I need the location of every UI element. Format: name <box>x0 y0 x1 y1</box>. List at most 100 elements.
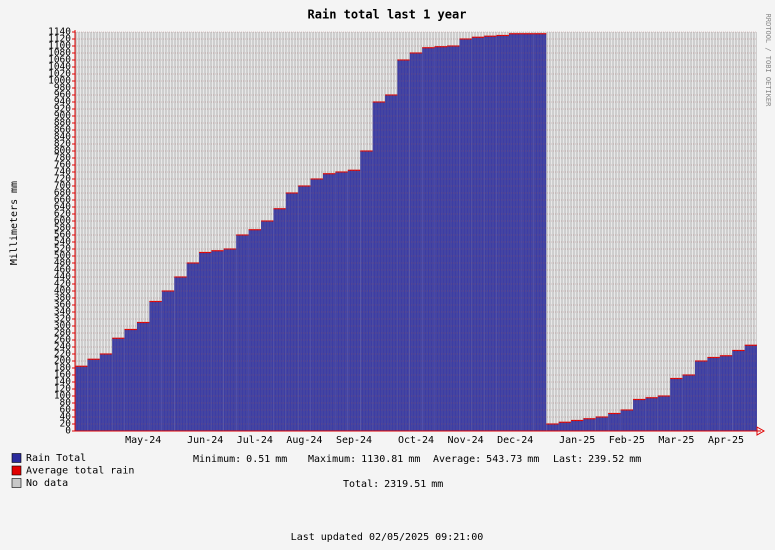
y-tick-label: 440 <box>54 272 71 283</box>
y-tick-label: 180 <box>54 363 71 374</box>
watermark: RRDTOOL / TOBI OETIKER <box>764 14 772 108</box>
y-tick-label: 220 <box>54 349 71 360</box>
legend-swatch <box>11 478 22 488</box>
stat: Last: 239.52 mm <box>553 454 641 465</box>
stat-value: 239.52 <box>588 454 624 465</box>
stat-label: Maximum: <box>308 454 356 465</box>
y-tick-label: 20 <box>60 419 72 430</box>
y-tick-label: 480 <box>54 258 71 269</box>
y-tick-label: 780 <box>54 153 71 164</box>
y-tick-label: 680 <box>54 188 71 199</box>
y-tick-label: 1040 <box>48 62 71 73</box>
y-tick-label: 600 <box>54 216 71 227</box>
legend-label: Average total rain <box>26 466 134 477</box>
y-tick-label: 1140 <box>48 27 71 38</box>
x-tick-label: Sep-24 <box>336 435 372 446</box>
stat-unit: mm <box>527 454 539 465</box>
stat-label: Average: <box>433 454 481 465</box>
y-tick-label: 840 <box>54 132 71 143</box>
stat-label: Last: <box>553 454 583 465</box>
y-tick-label: 0 <box>65 426 71 437</box>
stat-value: 0.51 <box>246 454 270 465</box>
y-tick-label: 80 <box>60 398 72 409</box>
y-tick-label: 700 <box>54 181 71 192</box>
x-tick-label: May-24 <box>125 435 161 446</box>
y-tick-label: 100 <box>54 391 71 402</box>
legend-label: No data <box>26 478 68 489</box>
y-tick-label: 860 <box>54 125 71 136</box>
stat-unit: mm <box>629 454 641 465</box>
stat: Minimum: 0.51 mm <box>193 454 287 465</box>
y-tick-label: 120 <box>54 384 71 395</box>
y-tick-label: 560 <box>54 230 71 241</box>
y-tick-label: 880 <box>54 118 71 129</box>
y-tick-label: 40 <box>60 412 72 423</box>
y-tick-label: 420 <box>54 279 71 290</box>
x-tick-label: Jan-25 <box>559 435 595 446</box>
y-tick-label: 940 <box>54 97 71 108</box>
y-axis-label: Millimeters <box>9 199 20 265</box>
stat-value: 1130.81 <box>361 454 403 465</box>
y-tick-label: 900 <box>54 111 71 122</box>
footer: Last updated 02/05/2025 09:21:00 <box>291 532 484 543</box>
total: Total: 2319.51 mm <box>343 479 443 490</box>
x-tick-label: Jul-24 <box>237 435 273 446</box>
y-tick-label: 800 <box>54 146 71 157</box>
y-tick-label: 980 <box>54 83 71 94</box>
stat: Maximum: 1130.81 mm <box>308 454 420 465</box>
x-tick-label: Nov-24 <box>448 435 484 446</box>
y-tick-label: 500 <box>54 251 71 262</box>
y-tick-label: 540 <box>54 237 71 248</box>
legend-swatch <box>11 453 22 463</box>
y-tick-label: 240 <box>54 342 71 353</box>
total-unit: mm <box>431 479 443 490</box>
y-axis-unit: mm <box>9 181 20 193</box>
chart-title: Rain total last 1 year <box>308 8 467 22</box>
y-tick-label: 580 <box>54 223 71 234</box>
y-tick-label: 340 <box>54 307 71 318</box>
total-label: Total: <box>343 479 379 490</box>
stat-unit: mm <box>275 454 287 465</box>
stat-unit: mm <box>408 454 420 465</box>
y-tick-label: 280 <box>54 328 71 339</box>
y-tick-label: 460 <box>54 265 71 276</box>
total-value: 2319.51 <box>384 479 426 490</box>
x-tick-label: Apr-25 <box>708 435 744 446</box>
y-tick-label: 1080 <box>48 48 71 59</box>
y-tick-label: 400 <box>54 286 71 297</box>
legend-label: Rain Total <box>26 453 86 464</box>
y-tick-label: 1060 <box>48 55 71 66</box>
y-tick-label: 1020 <box>48 69 71 80</box>
y-tick-label: 660 <box>54 195 71 206</box>
x-tick-label: Mar-25 <box>658 435 694 446</box>
stat: Average: 543.73 mm <box>433 454 539 465</box>
y-tick-label: 1000 <box>48 76 71 87</box>
x-tick-label: Dec-24 <box>497 435 533 446</box>
x-tick-label: Jun-24 <box>187 435 223 446</box>
legend-swatch <box>11 465 22 476</box>
y-tick-label: 360 <box>54 300 71 311</box>
y-tick-label: 200 <box>54 356 71 367</box>
stat-value: 543.73 <box>486 454 522 465</box>
y-tick-label: 140 <box>54 377 71 388</box>
y-tick-label: 640 <box>54 202 71 213</box>
y-tick-label: 740 <box>54 167 71 178</box>
y-tick-label: 1100 <box>48 41 71 52</box>
stat-label: Minimum: <box>193 454 241 465</box>
y-tick-label: 620 <box>54 209 71 220</box>
x-tick-label: Oct-24 <box>398 435 434 446</box>
y-tick-label: 1120 <box>48 34 71 45</box>
y-tick-label: 960 <box>54 90 71 101</box>
y-tick-label: 760 <box>54 160 71 171</box>
y-tick-label: 920 <box>54 104 71 115</box>
y-tick-label: 160 <box>54 370 71 381</box>
y-tick-label: 260 <box>54 335 71 346</box>
x-tick-label: Aug-24 <box>286 435 322 446</box>
y-tick-label: 720 <box>54 174 71 185</box>
y-tick-label: 320 <box>54 314 71 325</box>
bar-texture <box>75 32 757 431</box>
y-tick-label: 520 <box>54 244 71 255</box>
y-tick-label: 820 <box>54 139 71 150</box>
y-tick-label: 380 <box>54 293 71 304</box>
